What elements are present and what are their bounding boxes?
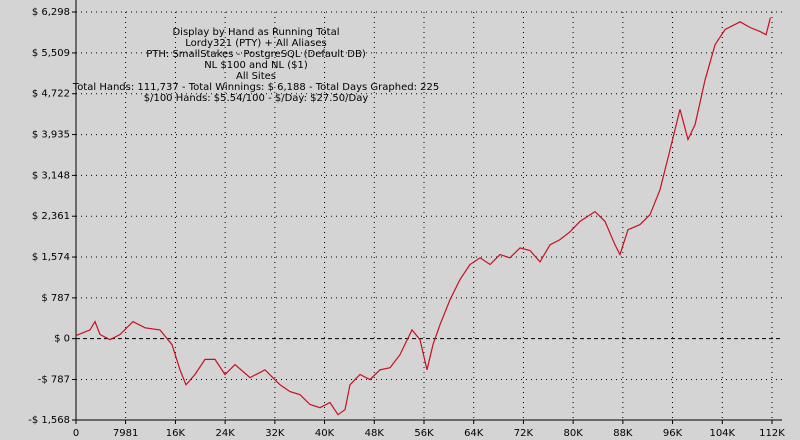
x-tick-label: 40K [315, 428, 335, 439]
annotation: Total Hands: 111,737 - Total Winnings: $… [72, 82, 439, 93]
x-tick-label: 64K [464, 428, 484, 439]
x-tick-label: 48K [365, 428, 385, 439]
annotation: Display by Hand as Running Total [172, 27, 339, 38]
annotation: Lordy321 (PTY) + All Aliases [185, 38, 326, 49]
y-tick-label: $ 5,509 [32, 48, 70, 59]
y-tick-label: $ 787 [41, 293, 70, 304]
x-tick-label: 56K [414, 428, 434, 439]
x-tick-label: 112K [759, 428, 785, 439]
annotation: PTH: SmallStakes - PostgreSQL (Default D… [146, 49, 366, 60]
annotation: $/100 Hands: $5.54/100 - $/Day: $27.50/D… [144, 93, 369, 104]
y-tick-label: $ 0 [54, 334, 70, 345]
y-tick-label: -$ 1,568 [28, 415, 70, 426]
x-tick-label: 24K [215, 428, 235, 439]
y-tick-label: $ 3,935 [32, 130, 70, 141]
x-tick-label: 72K [514, 428, 534, 439]
x-tick-label: 80K [563, 428, 583, 439]
y-tick-label: $ 4,722 [32, 89, 70, 100]
data-line [75, 17, 771, 416]
y-tick-label: $ 3,148 [32, 170, 70, 181]
x-tick-label: 88K [613, 428, 633, 439]
y-tick-label: $ 2,361 [32, 211, 70, 222]
x-tick-label: 0 [73, 428, 79, 439]
x-tick-label: 7981 [113, 428, 138, 439]
y-tick-label: $ 6,298 [32, 7, 70, 18]
y-tick-label: $ 1,574 [32, 252, 70, 263]
x-tick-label: 32K [265, 428, 285, 439]
annotation: NL $100 and NL ($1) [204, 60, 308, 71]
x-tick-label: 104K [709, 428, 735, 439]
x-tick-label: 96K [663, 428, 683, 439]
y-tick-label: -$ 787 [38, 374, 70, 385]
annotation: All Sites [236, 71, 276, 82]
x-tick-label: 16K [166, 428, 186, 439]
